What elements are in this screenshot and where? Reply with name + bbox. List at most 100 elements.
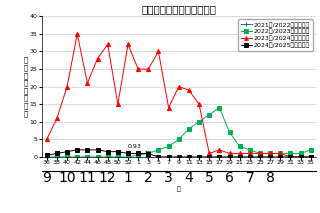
2024年/2025年シーズン [268, 156, 272, 158]
2022年/2023年シーズン [45, 156, 49, 158]
2022年/2023年シーズン [187, 128, 191, 130]
2021年/2022年シーズン [299, 156, 302, 158]
2024年/2025年シーズン [309, 156, 313, 158]
Line: 2023年/2024年シーズン: 2023年/2024年シーズン [45, 32, 313, 159]
2021年/2022年シーズン [45, 156, 49, 158]
2021年/2022年シーズン [238, 156, 242, 158]
2021年/2022年シーズン [228, 156, 231, 158]
2022年/2023年シーズン [177, 138, 181, 141]
2024年/2025年シーズン [146, 152, 150, 155]
2022年/2023年シーズン [96, 156, 100, 158]
2021年/2022年シーズン [55, 156, 59, 158]
2021年/2022年シーズン [207, 156, 211, 158]
2023年/2024年シーズン [187, 89, 191, 91]
2021年/2022年シーズン [177, 156, 181, 158]
2022年/2023年シーズン [116, 156, 120, 158]
2022年/2023年シーズン [55, 156, 59, 158]
2024年/2025年シーズン [156, 156, 160, 158]
2024年/2025年シーズン [299, 156, 302, 158]
2021年/2022年シーズン [106, 156, 110, 158]
2023年/2024年シーズン [65, 85, 69, 88]
2024年/2025年シーズン [228, 156, 231, 158]
2024年/2025年シーズン [65, 150, 69, 153]
2022年/2023年シーズン [136, 154, 140, 156]
Title: インフルエンザ（埼玉県）: インフルエンザ（埼玉県） [141, 4, 216, 14]
2022年/2023年シーズン [309, 149, 313, 151]
2022年/2023年シーズン [146, 152, 150, 155]
2023年/2024年シーズン [278, 152, 282, 155]
2023年/2024年シーズン [218, 149, 221, 151]
2022年/2023年シーズン [299, 152, 302, 155]
2022年/2023年シーズン [156, 149, 160, 151]
2024年/2025年シーズン [177, 156, 181, 158]
2024年/2025年シーズン [96, 149, 100, 151]
2021年/2022年シーズン [85, 156, 89, 158]
Line: 2021年/2022年シーズン: 2021年/2022年シーズン [45, 155, 313, 159]
2024年/2025年シーズン [197, 156, 201, 158]
2023年/2024年シーズン [167, 106, 171, 109]
Line: 2024年/2025年シーズン: 2024年/2025年シーズン [45, 148, 313, 159]
2024年/2025年シーズン [116, 150, 120, 153]
2022年/2023年シーズン [248, 149, 252, 151]
2023年/2024年シーズン [197, 103, 201, 105]
2023年/2024年シーズン [96, 57, 100, 60]
2021年/2022年シーズン [75, 156, 79, 158]
2021年/2022年シーズン [289, 156, 292, 158]
2022年/2023年シーズン [238, 145, 242, 148]
2024年/2025年シーズン [289, 156, 292, 158]
2022年/2023年シーズン [207, 114, 211, 116]
Y-axis label: 定
点
当
た
り
報
告
数: 定 点 当 た り 報 告 数 [23, 57, 28, 117]
2021年/2022年シーズン [258, 156, 262, 158]
2024年/2025年シーズン [85, 149, 89, 151]
2021年/2022年シーズン [218, 156, 221, 158]
2023年/2024年シーズン [75, 33, 79, 35]
2022年/2023年シーズン [65, 156, 69, 158]
2021年/2022年シーズン [156, 156, 160, 158]
2022年/2023年シーズン [167, 145, 171, 148]
2021年/2022年シーズン [96, 156, 100, 158]
2023年/2024年シーズン [156, 50, 160, 53]
Text: 0.93: 0.93 [128, 144, 148, 153]
2021年/2022年シーズン [309, 156, 313, 158]
2022年/2023年シーズン [75, 156, 79, 158]
2024年/2025年シーズン [238, 156, 242, 158]
2022年/2023年シーズン [258, 152, 262, 155]
2021年/2022年シーズン [167, 156, 171, 158]
2023年/2024年シーズン [146, 68, 150, 70]
2022年/2023年シーズン [268, 152, 272, 155]
2023年/2024年シーズン [106, 43, 110, 46]
2023年/2024年シーズン [126, 43, 130, 46]
2023年/2024年シーズン [248, 152, 252, 155]
2022年/2023年シーズン [106, 156, 110, 158]
2023年/2024年シーズン [309, 156, 313, 158]
2024年/2025年シーズン [136, 152, 140, 155]
2023年/2024年シーズン [85, 82, 89, 84]
Line: 2022年/2023年シーズン: 2022年/2023年シーズン [45, 106, 313, 159]
2024年/2025年シーズン [218, 156, 221, 158]
2023年/2024年シーズン [228, 152, 231, 155]
2024年/2025年シーズン [248, 156, 252, 158]
2021年/2022年シーズン [278, 156, 282, 158]
Legend: 2021年/2022年シーズン, 2022年/2023年シーズン, 2023年/2024年シーズン, 2024年/2025年シーズン: 2021年/2022年シーズン, 2022年/2023年シーズン, 2023年/… [238, 19, 313, 50]
2024年/2025年シーズン [45, 154, 49, 156]
2023年/2024年シーズン [207, 152, 211, 155]
2022年/2023年シーズン [218, 106, 221, 109]
2023年/2024年シーズン [45, 138, 49, 141]
2021年/2022年シーズン [187, 156, 191, 158]
2021年/2022年シーズン [248, 156, 252, 158]
2023年/2024年シーズン [177, 85, 181, 88]
2023年/2024年シーズン [238, 152, 242, 155]
2023年/2024年シーズン [258, 152, 262, 155]
2024年/2025年シーズン [187, 156, 191, 158]
2021年/2022年シーズン [268, 156, 272, 158]
2024年/2025年シーズン [106, 150, 110, 153]
2023年/2024年シーズン [55, 117, 59, 119]
X-axis label: 月: 月 [177, 186, 181, 192]
2024年/2025年シーズン [75, 149, 79, 151]
2022年/2023年シーズン [197, 121, 201, 123]
2023年/2024年シーズン [268, 152, 272, 155]
2024年/2025年シーズン [126, 152, 130, 155]
2022年/2023年シーズン [289, 152, 292, 155]
2022年/2023年シーズン [278, 152, 282, 155]
2023年/2024年シーズン [136, 68, 140, 70]
